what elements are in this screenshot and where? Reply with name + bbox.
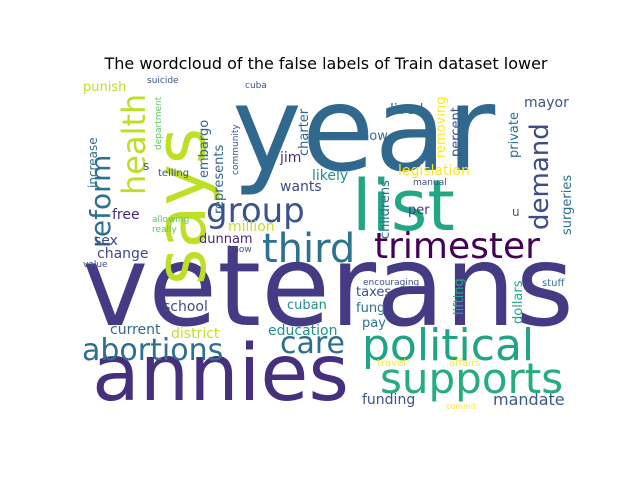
word-year: year xyxy=(232,60,496,198)
word-mandate: mandate xyxy=(493,390,565,409)
word-private: private xyxy=(507,112,522,158)
word-lived: lived xyxy=(390,102,424,118)
word-wants: wants xyxy=(280,179,322,195)
word-funding: funding xyxy=(362,392,415,408)
word-manual: manual xyxy=(413,178,447,188)
word-trimester: trimester xyxy=(374,226,540,267)
word-percent: percent xyxy=(449,107,464,157)
word-pay: pay xyxy=(362,316,386,331)
word-legislation: legislation xyxy=(398,163,470,179)
word-now: now xyxy=(361,129,388,144)
word-cuba: cuba xyxy=(245,81,267,91)
word-value: value xyxy=(83,260,108,270)
word-says: says xyxy=(140,128,222,285)
word-taxes: taxes xyxy=(356,285,391,300)
word-embargo: embargo xyxy=(197,120,212,178)
word-annies: annies xyxy=(92,329,349,419)
word-district: district xyxy=(171,326,220,342)
word-affairs: affairs xyxy=(449,358,480,369)
word-care: care xyxy=(280,326,345,361)
word-really: really xyxy=(152,225,178,235)
word-veterans: veterans xyxy=(82,222,574,352)
word-removing: removing xyxy=(434,97,449,158)
word-third: third xyxy=(262,226,355,272)
word-dollars: dollars xyxy=(511,280,526,324)
chart-title: The wordcloud of the false labels of Tra… xyxy=(103,54,547,73)
word-punish: punish xyxy=(83,80,126,95)
word-jim: jim xyxy=(279,150,301,166)
word-likely: likely xyxy=(312,168,348,184)
word-suicide: suicide xyxy=(147,76,179,86)
word-school: school xyxy=(163,299,208,315)
word-travel: travel xyxy=(377,358,406,369)
word-million: million xyxy=(228,219,275,235)
word-represents: represents xyxy=(212,145,227,214)
word-department: department xyxy=(154,96,164,150)
word-sex: sex xyxy=(94,233,118,249)
word-reform: reform xyxy=(84,155,117,248)
word-education: education xyxy=(268,323,337,339)
word-supports: supports xyxy=(380,354,563,403)
word-health: health xyxy=(115,94,153,195)
word-free: free xyxy=(112,207,140,223)
word-current: current xyxy=(110,322,161,338)
word-dunnam: dunnam xyxy=(199,232,253,247)
word-know: know xyxy=(228,245,252,255)
word-commit: commit xyxy=(446,402,476,411)
word-community: community xyxy=(231,124,241,175)
word-abortions: abortions xyxy=(82,333,223,368)
word-surgeries: surgeries xyxy=(560,175,575,235)
word-per: per xyxy=(408,203,430,218)
word-fung: fung xyxy=(356,301,385,316)
word-charter: charter xyxy=(297,108,312,156)
word-telling: telling xyxy=(158,168,189,179)
word-s: s xyxy=(143,159,149,173)
word-change: change xyxy=(97,246,149,262)
word-childrens: childrens xyxy=(378,180,393,239)
word-cuban: cuban xyxy=(287,298,327,313)
word-political: political xyxy=(362,320,534,371)
word-demand: demand xyxy=(525,123,555,230)
word-allowing: allowing xyxy=(152,215,189,225)
word-u: u xyxy=(512,205,520,219)
word-lifting: lifting xyxy=(452,278,467,315)
word-encouraging: encouraging xyxy=(363,278,419,288)
word-list: list xyxy=(352,165,455,247)
word-increase: increase xyxy=(86,137,100,188)
word-stuff: stuff xyxy=(542,278,565,289)
word-group: group xyxy=(206,191,305,231)
word-mayor: mayor xyxy=(524,95,569,111)
